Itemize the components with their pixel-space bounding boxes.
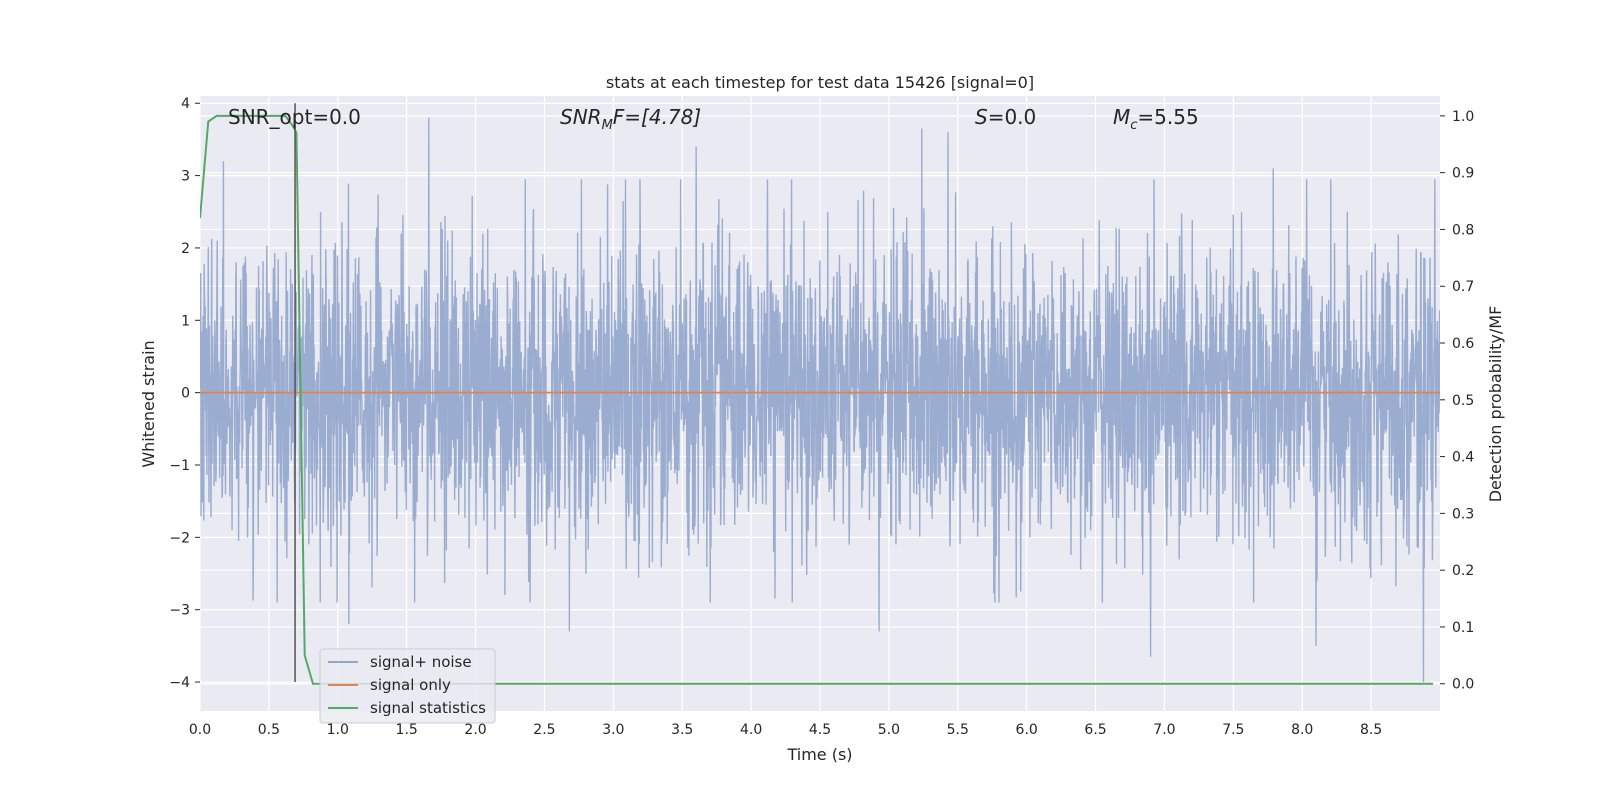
annotation-s-main: S: [975, 105, 988, 129]
annotation-mc: Mc=5.55: [1113, 105, 1199, 133]
annotation-snr-opt: SNR_opt=0.0: [228, 105, 361, 129]
x-tick-label: 4.0: [740, 722, 762, 738]
y-tick-label: 0: [181, 386, 190, 402]
y-tick-label: −4: [169, 675, 190, 691]
y2-tick-label: 0.6: [1452, 336, 1474, 352]
x-tick-label: 1.0: [327, 722, 349, 738]
annotation-s: S=0.0: [975, 105, 1036, 129]
x-tick-label: 2.0: [464, 722, 486, 738]
series-signal-statistics: [200, 114, 1434, 685]
y-tick-label: 1: [181, 313, 190, 329]
y-tick-label: 2: [181, 241, 190, 257]
y2-tick-label: 0.5: [1452, 393, 1474, 409]
y2-axis-label: Detection probability/MF: [1486, 306, 1505, 503]
x-tick-label: 5.0: [878, 722, 900, 738]
x-tick-label: 2.5: [533, 722, 555, 738]
y-tick-label: −1: [169, 458, 190, 474]
y2-tick-label: 0.0: [1452, 677, 1474, 693]
y-tick-label: 3: [181, 169, 190, 185]
x-tick-label: 7.5: [1222, 722, 1244, 738]
y-tick-label: −2: [169, 530, 190, 546]
y-axis-ticks: 4 3 2 1 0 −1 −2 −3 −4: [169, 96, 200, 691]
annotation-s-rest: =0.0: [988, 105, 1037, 129]
legend-box: [319, 648, 496, 724]
annotation-mc-main: M: [1113, 105, 1130, 129]
y2-tick-label: 0.7: [1452, 279, 1474, 295]
signal-statistics-line: [200, 114, 1434, 685]
y-tick-label: −3: [169, 603, 190, 619]
annotation-snr-mf-main: SNR: [560, 105, 602, 129]
signal-noise-line: [200, 117, 1440, 683]
legend-label-signal-statistics: signal statistics: [370, 699, 486, 717]
legend: signal+ noise signal only signal statist…: [319, 648, 496, 724]
x-tick-label: 7.0: [1153, 722, 1175, 738]
y-axis-label: Whitened strain: [139, 340, 158, 467]
y2-tick-label: 1.0: [1452, 109, 1474, 125]
x-tick-label: 4.5: [809, 722, 831, 738]
annotation-snr-mf-rest: F=[4.78]: [613, 105, 701, 129]
y2-tick-label: 0.4: [1452, 450, 1474, 466]
y2-tick-label: 0.1: [1452, 620, 1474, 636]
x-axis-ticks: 0.0 0.5 1.0 1.5 2.0 2.5 3.0 3.5 4.0 4.5 5.0 5.5 6.0 6…: [189, 722, 1382, 738]
x-tick-label: 0.5: [258, 722, 280, 738]
x-axis-label: Time (s): [786, 745, 852, 764]
legend-label-signal-noise: signal+ noise: [370, 653, 472, 671]
x-tick-label: 6.0: [1016, 722, 1038, 738]
annotation-mc-rest: =5.55: [1137, 105, 1198, 129]
annotation-snr-mf: SNRMF=[4.78]: [560, 105, 701, 133]
annotation-snr-mf-sub: M: [602, 118, 613, 133]
y2-axis-ticks: 1.0 0.9 0.8 0.7 0.6 0.5 0.4 0.3 0.2 0.1 0.0: [1440, 109, 1474, 693]
annotation-mc-sub: c: [1130, 118, 1137, 133]
y2-tick-label: 0.3: [1452, 506, 1474, 522]
x-tick-label: 3.0: [602, 722, 624, 738]
chart-title: stats at each timestep for test data 154…: [606, 73, 1034, 92]
y2-tick-label: 0.2: [1452, 563, 1474, 579]
y-tick-label: 4: [181, 96, 190, 112]
legend-label-signal-only: signal only: [370, 676, 451, 694]
x-tick-label: 8.5: [1360, 722, 1382, 738]
x-tick-label: 1.5: [396, 722, 418, 738]
series-signal-noise: [200, 117, 1440, 683]
x-tick-label: 3.5: [671, 722, 693, 738]
x-tick-label: 8.0: [1291, 722, 1313, 738]
y2-tick-label: 0.8: [1452, 222, 1474, 238]
x-tick-label: 0.0: [189, 722, 211, 738]
y2-tick-label: 0.9: [1452, 166, 1474, 182]
x-tick-label: 6.5: [1084, 722, 1106, 738]
x-tick-label: 5.5: [947, 722, 969, 738]
